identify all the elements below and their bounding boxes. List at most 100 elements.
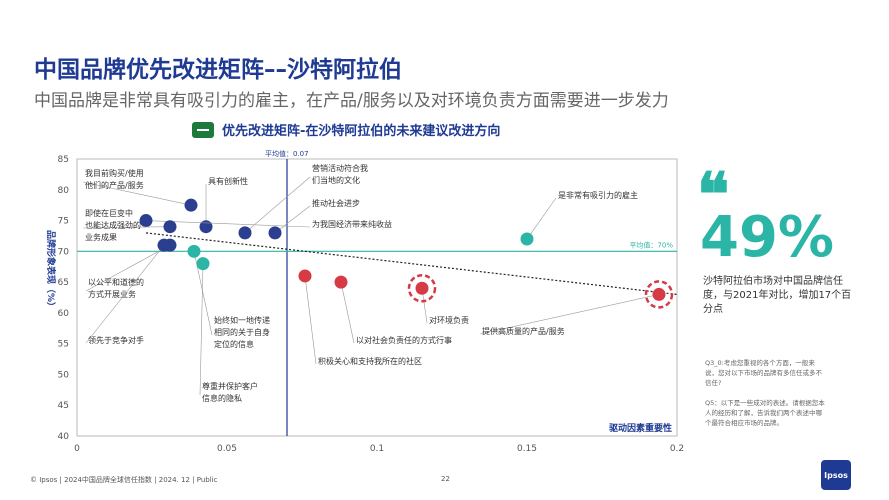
data-point-label: 积极关心和支持我所在的社区	[318, 356, 422, 366]
data-point-label: 营销活动符合我们当地的文化	[312, 163, 368, 185]
data-point-label-line: 业务成果	[85, 232, 117, 242]
footer-source: © Ipsos | 2024中国品牌全球信任指数 | 2024. 12 | Pu…	[30, 476, 218, 484]
data-point-label: 领先于竞争对手	[88, 335, 144, 345]
avg-y-label: 平均值：70%	[629, 240, 673, 249]
data-point-label: 我目前购买/使用他们的产品/服务	[85, 168, 144, 190]
data-point-label: 对环境负责	[429, 315, 469, 325]
quote-icon: ❝	[697, 160, 730, 230]
y-tick-label: 45	[58, 401, 69, 411]
data-point-label-line: 对环境负责	[429, 315, 469, 325]
note-q3: Q3_0:考虑您重视的各个方面，一般来说，您对以下市场的品牌有多信任或多不信任?	[705, 359, 822, 387]
highlight-ring	[407, 274, 437, 303]
data-point-label-line: 以对社会负责任的方式行事	[356, 335, 452, 345]
data-point-label-line: 我目前购买/使用	[85, 168, 144, 178]
leader-line	[274, 205, 311, 234]
leader-line	[85, 244, 171, 292]
leader-line	[199, 263, 204, 396]
x-tick-label: 0.2	[670, 444, 684, 454]
data-point-label-line: 领先于竞争对手	[88, 335, 144, 345]
page-number: 22	[441, 475, 450, 483]
data-point	[196, 257, 210, 271]
leader-line	[304, 275, 317, 365]
page-subtitle: 中国品牌是非常具有吸引力的雇主，在产品/服务以及对环境负责方面需要进一步发力	[34, 91, 669, 111]
data-point-label-line: 是非常有吸引力的雇主	[558, 190, 638, 200]
data-point-label-line: 积极关心和支持我所在的社区	[318, 356, 422, 366]
data-point-label-line: 具有创新性	[208, 176, 248, 186]
data-point	[520, 232, 534, 246]
y-tick-label: 60	[58, 309, 70, 319]
chart-title: 优先改进矩阵-在沙特阿拉伯的未来建议改进方向	[222, 124, 501, 139]
page-title: 中国品牌优先改进矩阵––沙特阿拉伯	[34, 57, 402, 83]
data-point-label: 以对社会负责任的方式行事	[356, 335, 452, 345]
leader-line	[526, 197, 557, 240]
x-tick-label: 0.15	[517, 444, 537, 454]
data-point	[238, 226, 252, 240]
data-point-label-line: 提供高质量的产品/服务	[482, 326, 565, 336]
y-tick-label: 55	[58, 340, 69, 350]
y-tick-label: 80	[58, 186, 70, 196]
data-point-label: 是非常有吸引力的雇主	[558, 190, 638, 200]
trend-line	[145, 232, 678, 296]
saudi-flag-icon	[192, 121, 214, 138]
y-tick-label: 75	[58, 217, 69, 227]
x-tick-label: 0.1	[370, 444, 384, 454]
data-point-label: 推动社会进步	[312, 198, 360, 208]
data-point-label: 尊重并保护客户信息的隐私	[202, 381, 258, 403]
data-point-label-line: 为我国经济带来纯收益	[312, 219, 392, 229]
x-tick-label: 0	[74, 444, 80, 454]
data-point	[157, 238, 171, 252]
data-point-label-line: 推动社会进步	[312, 198, 360, 208]
data-point	[298, 269, 312, 283]
data-point-label: 即使在巨变中也能达成强劲的业务成果	[85, 208, 141, 242]
data-point-label-line: 即使在巨变中	[85, 208, 133, 218]
leader-line	[244, 176, 311, 234]
note-q5: Q5：以下是一些成对的表述。请根据您本人的经历和了解，告诉我们两个表述中哪个最符…	[705, 399, 825, 427]
data-point	[268, 226, 282, 240]
y-tick-label: 65	[58, 278, 69, 288]
data-point	[184, 198, 198, 212]
plot-area	[76, 158, 678, 437]
data-point-label-line: 方式开展业务	[88, 289, 136, 299]
data-point	[334, 275, 348, 289]
data-point-label-line: 信息的隐私	[202, 393, 242, 403]
data-point-label: 始终如一地传递相同的关于自身定位的信息	[214, 315, 270, 349]
chart-heading: 优先改进矩阵-在沙特阿拉伯的未来建议改进方向	[192, 120, 500, 139]
data-point-label-line: 们当地的文化	[312, 175, 360, 185]
y-tick-label: 40	[58, 432, 70, 442]
leader-line	[340, 282, 355, 344]
data-point-label: 为我国经济带来纯收益	[312, 219, 392, 229]
data-point-label-line: 定位的信息	[214, 339, 254, 349]
data-point-label-line: 始终如一地传递	[214, 315, 270, 325]
x-axis-label: 驱动因素重要性	[609, 422, 672, 434]
trust-percentage: 49%	[700, 205, 835, 270]
trust-description: 沙特阿拉伯市场对中国品牌信任度，与2021年对比，增加17个百分点	[703, 276, 852, 315]
data-point-label: 提供高质量的产品/服务	[482, 326, 565, 336]
data-point-label-line: 尊重并保护客户	[202, 381, 258, 391]
data-point-label-line: 相同的关于自身	[214, 327, 270, 337]
avg-x-label: 平均值：0.07	[265, 149, 309, 158]
data-point-label-line: 也能达成强劲的	[85, 220, 141, 230]
data-point-label: 具有创新性	[208, 176, 248, 186]
leader-line	[82, 181, 192, 206]
data-point	[139, 214, 153, 228]
data-point	[652, 287, 666, 301]
data-point	[187, 244, 201, 258]
y-tick-label: 70	[58, 247, 70, 257]
y-tick-label: 50	[58, 370, 70, 380]
data-point	[163, 220, 177, 234]
data-point	[199, 220, 213, 234]
highlight-ring	[644, 280, 674, 309]
data-point-label-line: 以公平和道德的	[88, 277, 144, 287]
data-point-label: 以公平和道德的方式开展业务	[88, 277, 144, 299]
leader-line	[82, 226, 171, 229]
data-point	[415, 281, 429, 295]
y-axis-label: 品牌形象表现（%）	[45, 230, 57, 311]
x-tick-label: 0.05	[217, 444, 237, 454]
data-point-label-line: 他们的产品/服务	[85, 180, 144, 190]
leader-line	[85, 244, 165, 344]
leader-line	[479, 294, 660, 335]
data-point-label-line: 营销活动符合我	[312, 163, 368, 173]
ipsos-logo: Ipsos	[821, 460, 851, 490]
y-tick-label: 85	[58, 155, 69, 165]
